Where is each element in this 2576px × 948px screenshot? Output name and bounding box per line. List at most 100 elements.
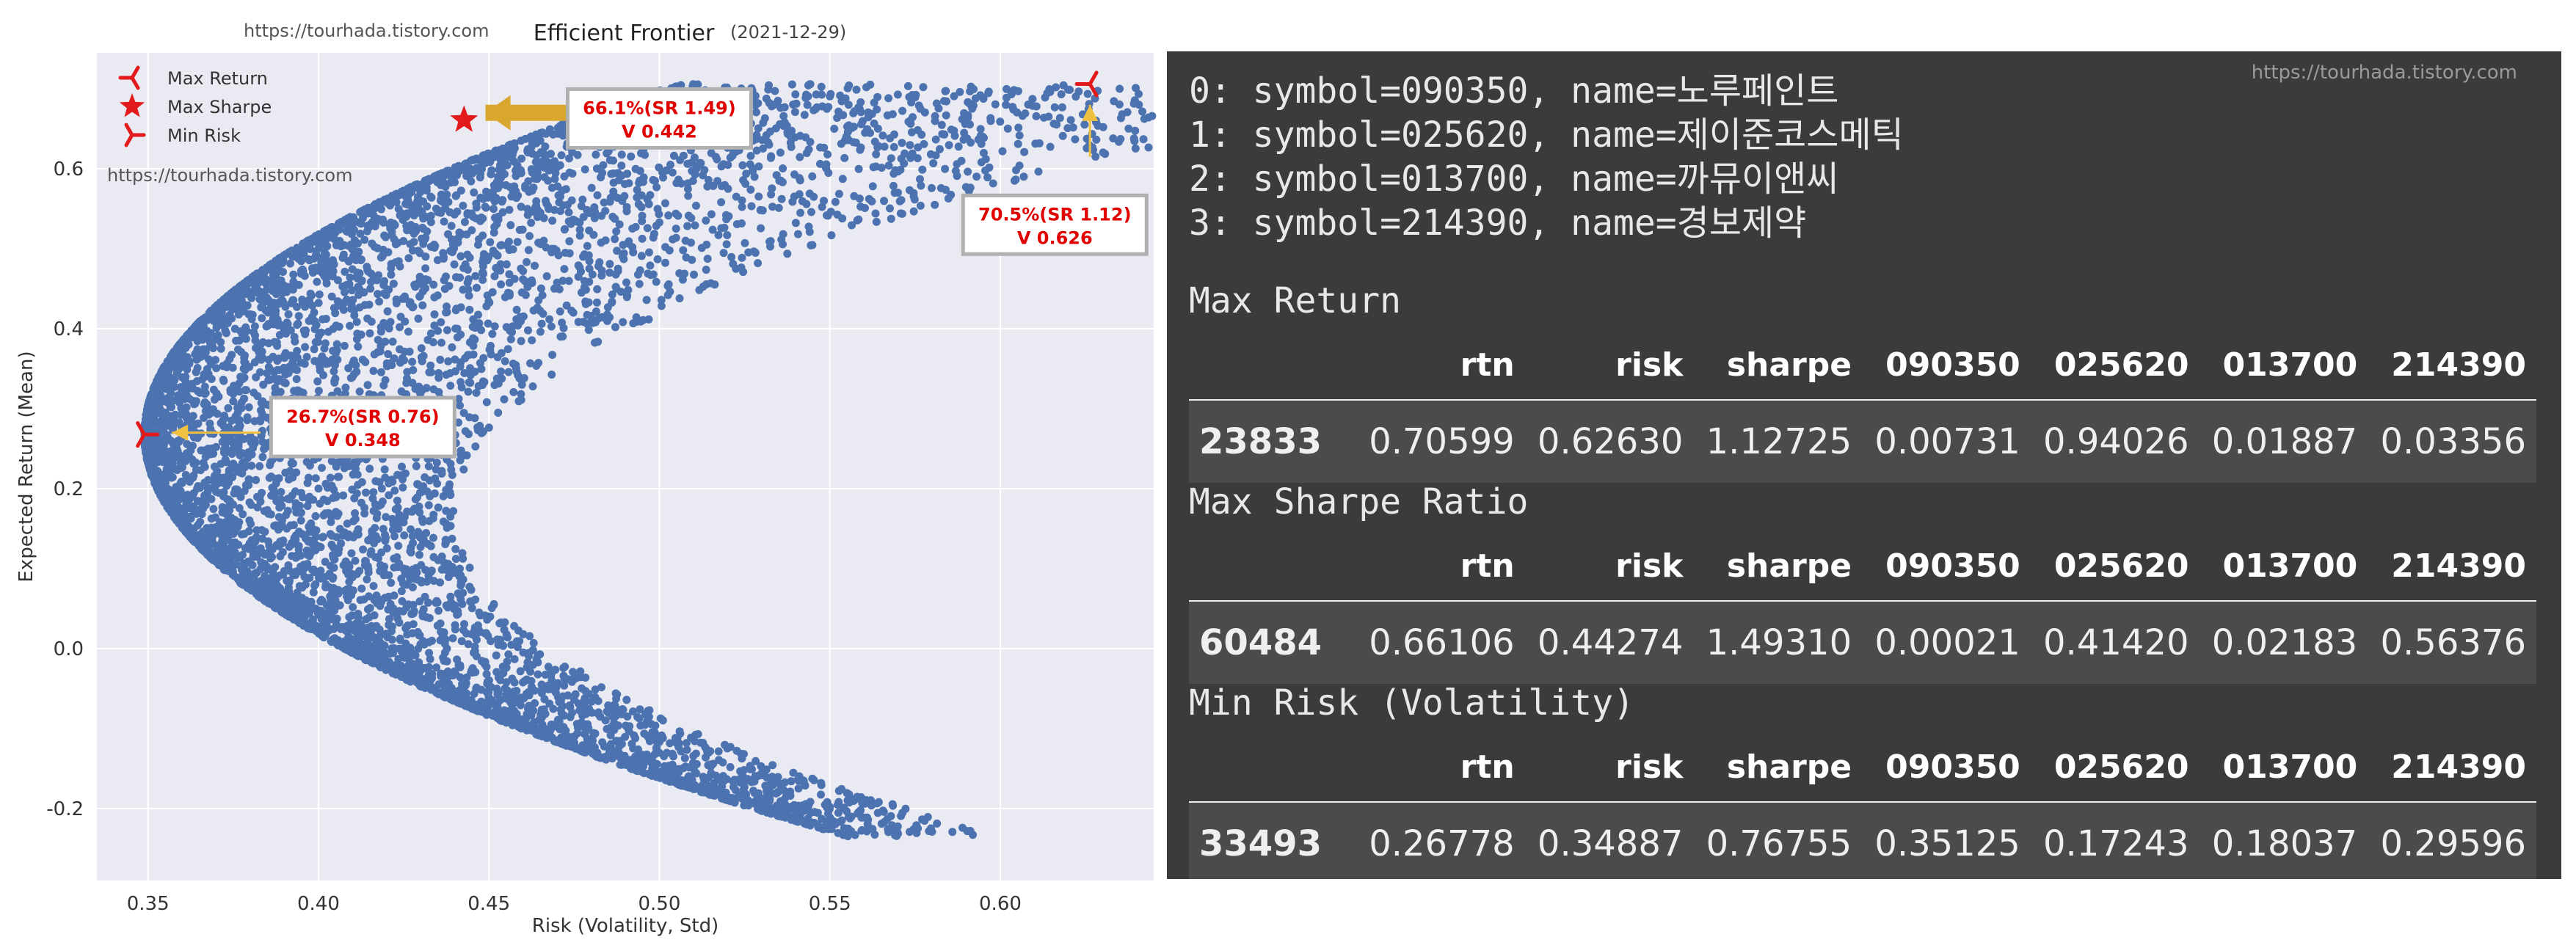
portfolio-point (211, 471, 219, 480)
portfolio-point (726, 763, 735, 771)
portfolio-point (186, 514, 195, 523)
portfolio-point (864, 113, 873, 122)
portfolio-point (771, 87, 779, 95)
portfolio-point (638, 234, 647, 243)
portfolio-point (907, 128, 916, 136)
portfolio-point (394, 655, 403, 663)
portfolio-point (583, 252, 592, 260)
portfolio-point (536, 284, 545, 293)
portfolio-point (339, 491, 348, 500)
portfolio-point (217, 529, 225, 538)
portfolio-point (964, 167, 972, 176)
portfolio-point (583, 310, 592, 319)
portfolio-point (581, 687, 590, 696)
portfolio-point (1140, 114, 1149, 123)
portfolio-point (989, 179, 997, 188)
portfolio-point (764, 85, 773, 94)
portfolio-point (443, 302, 451, 311)
portfolio-point (247, 293, 256, 302)
portfolio-point (684, 192, 693, 200)
portfolio-point (754, 124, 763, 133)
portfolio-point (1124, 124, 1133, 133)
portfolio-point (296, 516, 305, 525)
portfolio-point (425, 613, 434, 622)
portfolio-point (904, 117, 913, 126)
portfolio-point (319, 511, 328, 519)
portfolio-point (896, 165, 905, 174)
portfolio-point (356, 288, 365, 297)
portfolio-point (964, 185, 973, 194)
portfolio-point (585, 277, 594, 286)
portfolio-point (382, 513, 390, 522)
portfolio-point (605, 269, 614, 277)
portfolio-point (974, 135, 983, 144)
portfolio-point (937, 120, 946, 129)
portfolio-point (791, 90, 800, 99)
portfolio-point (318, 464, 326, 473)
portfolio-point (569, 668, 578, 677)
portfolio-point (407, 543, 415, 552)
portfolio-point (529, 638, 538, 647)
portfolio-point (313, 277, 321, 286)
portfolio-point (599, 161, 608, 169)
portfolio-point (815, 823, 824, 832)
portfolio-point (437, 553, 446, 561)
portfolio-point (809, 776, 818, 784)
portfolio-point (757, 224, 765, 233)
portfolio-point (657, 296, 666, 305)
portfolio-point (314, 387, 323, 395)
portfolio-point (505, 270, 514, 279)
portfolio-point (409, 620, 418, 629)
portfolio-point (477, 365, 486, 373)
portfolio-point (370, 611, 379, 620)
portfolio-point (872, 217, 881, 226)
portfolio-point (744, 248, 753, 257)
portfolio-point (931, 151, 940, 160)
portfolio-point (189, 412, 197, 420)
portfolio-point (465, 378, 473, 387)
portfolio-point (498, 241, 506, 249)
portfolio-point (601, 236, 610, 245)
portfolio-point (182, 403, 191, 412)
portfolio-point (351, 509, 359, 517)
portfolio-point (597, 266, 606, 275)
portfolio-point (223, 495, 232, 503)
portfolio-point (838, 175, 847, 183)
portfolio-point (363, 227, 371, 236)
portfolio-point (928, 828, 936, 836)
portfolio-point (575, 225, 584, 234)
portfolio-point (484, 150, 492, 158)
portfolio-point (404, 254, 413, 263)
portfolio-point (766, 242, 774, 251)
portfolio-point (175, 418, 183, 427)
portfolio-point (327, 456, 336, 465)
portfolio-point (1083, 90, 1092, 98)
portfolio-point (878, 806, 887, 815)
portfolio-point (494, 183, 503, 192)
portfolio-point (263, 369, 272, 378)
portfolio-point (365, 592, 374, 601)
portfolio-point (355, 566, 364, 575)
portfolio-point (356, 230, 365, 238)
portfolio-point (413, 493, 421, 502)
portfolio-point (448, 343, 456, 351)
portfolio-point (913, 154, 922, 163)
portfolio-point (594, 314, 603, 323)
portfolio-point (886, 204, 894, 213)
portfolio-point (682, 253, 691, 262)
portfolio-point (627, 152, 636, 161)
portfolio-point (464, 640, 473, 649)
portfolio-point (418, 301, 427, 310)
portfolio-point (1052, 83, 1060, 92)
portfolio-point (490, 228, 498, 237)
portfolio-point (715, 756, 723, 765)
portfolio-point (363, 266, 372, 274)
portfolio-point (1135, 90, 1143, 98)
portfolio-point (473, 283, 481, 292)
portfolio-point (908, 149, 917, 158)
portfolio-point (363, 575, 371, 584)
portfolio-point (314, 299, 323, 307)
portfolio-point (515, 166, 524, 175)
portfolio-point (349, 458, 358, 467)
portfolio-point (906, 141, 914, 150)
